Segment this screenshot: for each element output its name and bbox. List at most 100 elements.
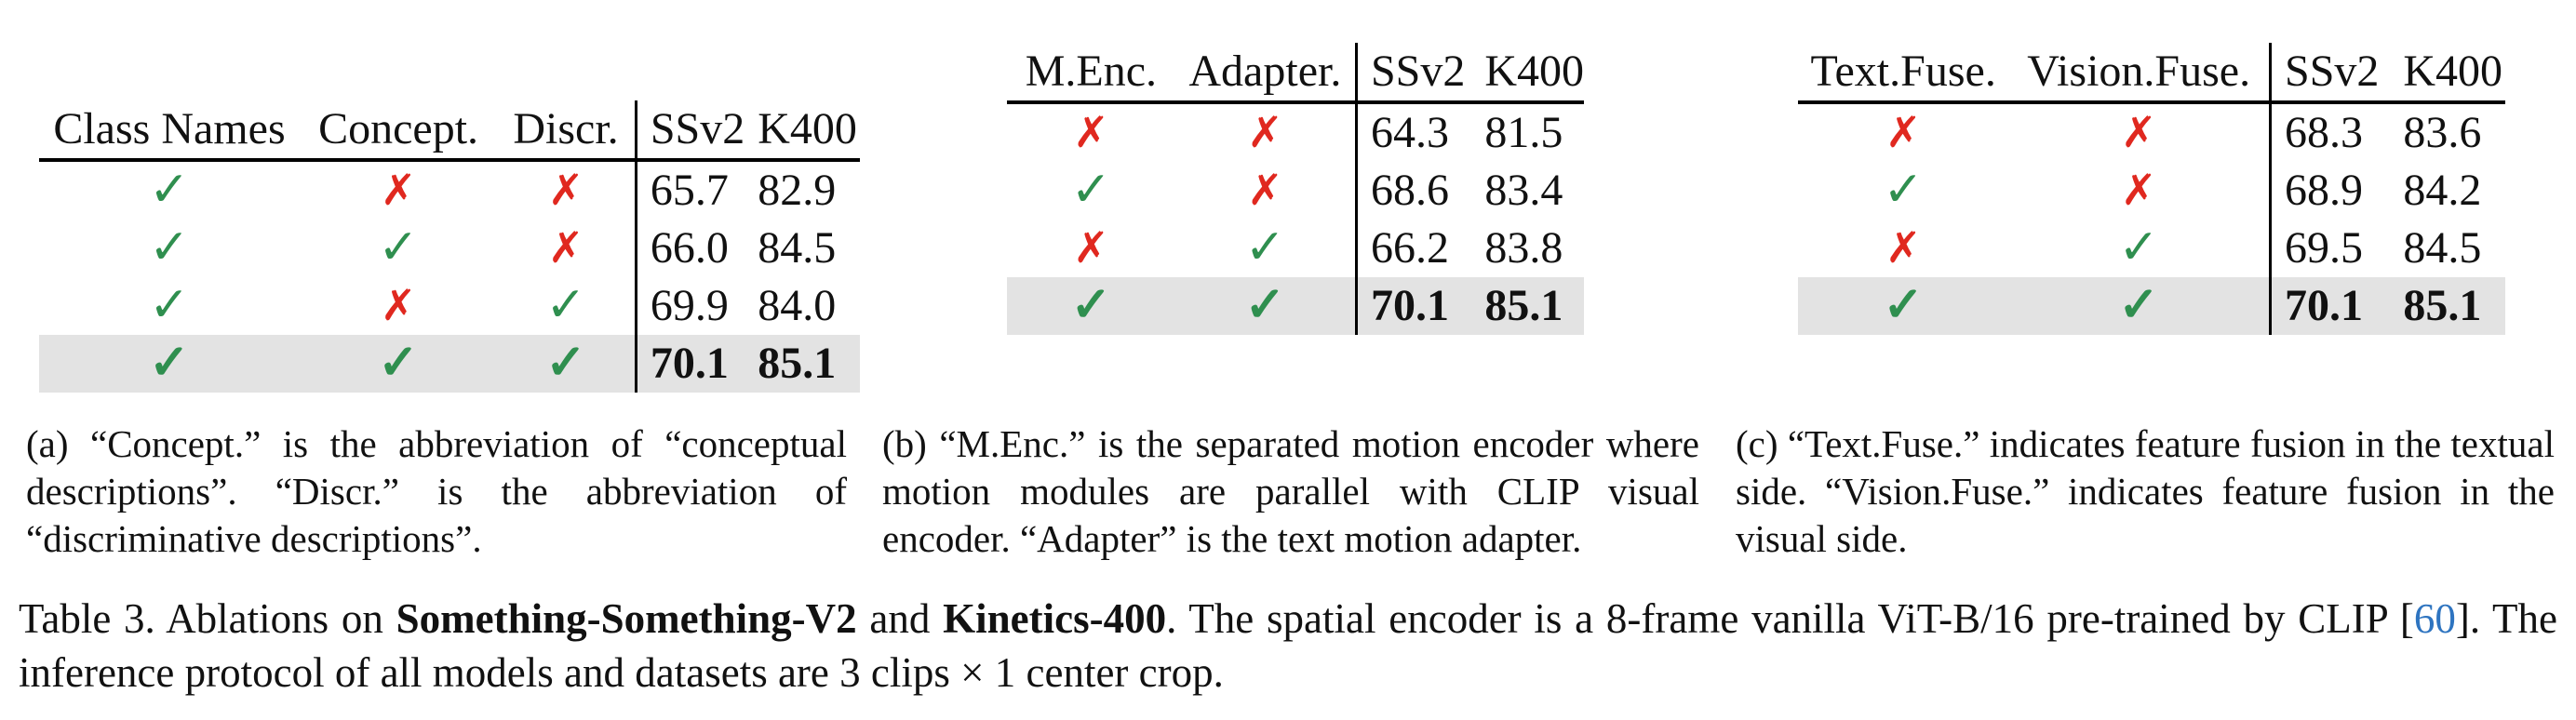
header-concept: Concept.	[299, 100, 498, 162]
table-row: ✓ ✓ ✗ 66.0 84.5	[39, 220, 860, 277]
k400-value: 85.1	[745, 335, 860, 393]
check-icon: ✓	[149, 164, 190, 217]
subcaption-c: (c) “Text.Fuse.” indicates feature fusio…	[1736, 422, 2555, 560]
check-icon: ✓	[149, 279, 190, 332]
header-ssv2: SSv2	[634, 100, 745, 162]
cross-icon: ✗	[380, 167, 417, 214]
ssv2-value: 64.3	[1354, 102, 1472, 162]
table-a-body: ✓ ✗ ✗ 65.7 82.9 ✓ ✓ ✗ 66.0 84.5 ✓ ✗ ✓ 69.9 84.0 ✓ ✓ ✓ 70.1…	[39, 160, 860, 393]
cross-icon: ✗	[547, 167, 584, 214]
check-icon: ✓	[1883, 164, 1924, 217]
subcaption-a: (a) “Concept.” is the abbreviation of “c…	[26, 422, 847, 560]
cross-icon: ✗	[547, 224, 584, 272]
header-class-names: Class Names	[39, 100, 300, 162]
ssv2-value: 66.2	[1354, 220, 1472, 277]
ablation-table-a: Class Names Concept. Discr. SSv2 K400 ✓ ✗…	[39, 100, 860, 393]
cross-icon: ✗	[1073, 224, 1109, 272]
k400-value: 84.5	[2403, 223, 2482, 273]
header-m-enc: M.Enc.	[1007, 43, 1175, 104]
caption-text: Ablations on	[166, 595, 396, 642]
table-row: ✓ ✓ ✓ 70.1 85.1	[39, 335, 860, 393]
table-c-panel: Text.Fuse. Vision.Fuse. SSv2 K400 ✗ ✗ 68.3…	[1798, 43, 2505, 335]
table-row: ✗ ✓ 69.5 84.5	[1798, 220, 2505, 277]
k400-value: 82.9	[758, 166, 837, 215]
header-k400: K400	[2390, 43, 2505, 104]
k400-value: 83.6	[2403, 108, 2482, 157]
ssv2-value: 70.1	[634, 335, 745, 393]
table-b-body: ✗ ✗ 64.3 81.5 ✓ ✗ 68.6 83.4 ✗ ✓ 66.2 83.8 ✓ ✓ 70.1 85.1	[1007, 102, 1584, 335]
k400-value: 83.4	[1484, 166, 1563, 215]
table-a-panel: Class Names Concept. Discr. SSv2 K400 ✓ ✗…	[39, 100, 860, 393]
check-icon: ✓	[299, 335, 498, 393]
table-row: ✓ ✓ 70.1 85.1	[1007, 277, 1584, 335]
k400-value: 84.2	[2403, 166, 2482, 215]
k400-value: 85.1	[1471, 277, 1584, 335]
caption-text: and	[856, 595, 944, 642]
header-adapter: Adapter.	[1174, 43, 1357, 104]
caption-dataset-k400: Kinetics-400	[943, 595, 1167, 642]
header-discr: Discr.	[497, 100, 637, 162]
caption-dataset-ssv2: Something-Something-V2	[396, 595, 857, 642]
citation-link[interactable]: 60	[2413, 595, 2456, 642]
table-header-row: M.Enc. Adapter. SSv2 K400	[1007, 43, 1584, 104]
ssv2-value: 65.7	[634, 160, 745, 220]
check-icon: ✓	[39, 335, 300, 393]
k400-value: 84.5	[758, 223, 837, 273]
check-icon: ✓	[1174, 277, 1357, 335]
header-text-fuse: Text.Fuse.	[1798, 43, 2009, 104]
cross-icon: ✗	[1073, 109, 1109, 156]
ssv2-value: 68.9	[2269, 162, 2391, 220]
ssv2-value: 70.1	[1354, 277, 1472, 335]
check-icon: ✓	[378, 221, 419, 274]
cross-icon: ✗	[1247, 109, 1283, 156]
subcaption-b: (b) “M.Enc.” is the separated motion enc…	[882, 422, 1699, 560]
header-vision-fuse: Vision.Fuse.	[2008, 43, 2271, 104]
table-row: ✓ ✗ 68.6 83.4	[1007, 162, 1584, 220]
header-ssv2: SSv2	[1354, 43, 1472, 104]
check-icon: ✓	[497, 335, 637, 393]
table-b-panel: M.Enc. Adapter. SSv2 K400 ✗ ✗ 64.3 81.5 ✓ ✗ 68…	[1007, 43, 1584, 335]
cross-icon: ✗	[2120, 167, 2157, 214]
check-icon: ✓	[2118, 221, 2159, 274]
cross-icon: ✗	[380, 282, 417, 329]
caption-label: Table 3.	[19, 595, 155, 642]
check-icon: ✓	[1070, 164, 1112, 217]
cross-icon: ✗	[1885, 109, 1922, 156]
check-icon: ✓	[2008, 277, 2271, 335]
ssv2-value: 69.9	[634, 277, 745, 335]
table-row: ✓ ✗ ✗ 65.7 82.9	[39, 160, 860, 220]
table-row: ✓ ✗ 68.9 84.2	[1798, 162, 2505, 220]
cross-icon: ✗	[1247, 167, 1283, 214]
caption-text: . The spatial encoder is a 8-frame vanil…	[1166, 595, 2414, 642]
header-ssv2: SSv2	[2269, 43, 2391, 104]
table-c-body: ✗ ✗ 68.3 83.6 ✓ ✗ 68.9 84.2 ✗ ✓ 69.5 84.5 ✓ ✓ 70.1 85.1	[1798, 102, 2505, 335]
ssv2-value: 68.6	[1354, 162, 1472, 220]
ssv2-value: 66.0	[634, 220, 745, 277]
header-k400: K400	[1471, 43, 1584, 104]
table-row: ✓ ✓ 70.1 85.1	[1798, 277, 2505, 335]
table-header-row: Text.Fuse. Vision.Fuse. SSv2 K400	[1798, 43, 2505, 104]
check-icon: ✓	[545, 279, 586, 332]
check-icon: ✓	[1007, 277, 1175, 335]
check-icon: ✓	[149, 221, 190, 274]
table-row: ✗ ✗ 64.3 81.5	[1007, 102, 1584, 162]
table-row: ✓ ✗ ✓ 69.9 84.0	[39, 277, 860, 335]
caption-text: ]. The inference protocol of all models …	[19, 595, 2557, 696]
header-k400: K400	[745, 100, 860, 162]
ssv2-value: 69.5	[2269, 220, 2391, 277]
k400-value: 84.0	[758, 281, 837, 330]
check-icon: ✓	[1798, 277, 2009, 335]
k400-value: 85.1	[2390, 277, 2505, 335]
table-header-row: Class Names Concept. Discr. SSv2 K400	[39, 100, 860, 162]
table-row: ✗ ✓ 66.2 83.8	[1007, 220, 1584, 277]
ssv2-value: 70.1	[2269, 277, 2391, 335]
k400-value: 81.5	[1484, 108, 1563, 157]
cross-icon: ✗	[1885, 224, 1922, 272]
table-caption: Table 3. Ablations on Something-Somethin…	[19, 592, 2557, 700]
table-row: ✗ ✗ 68.3 83.6	[1798, 102, 2505, 162]
cross-icon: ✗	[2120, 109, 2157, 156]
check-icon: ✓	[1244, 221, 1286, 274]
k400-value: 83.8	[1484, 223, 1563, 273]
ssv2-value: 68.3	[2269, 102, 2391, 162]
ablation-table-c: Text.Fuse. Vision.Fuse. SSv2 K400 ✗ ✗ 68.3…	[1798, 43, 2505, 335]
